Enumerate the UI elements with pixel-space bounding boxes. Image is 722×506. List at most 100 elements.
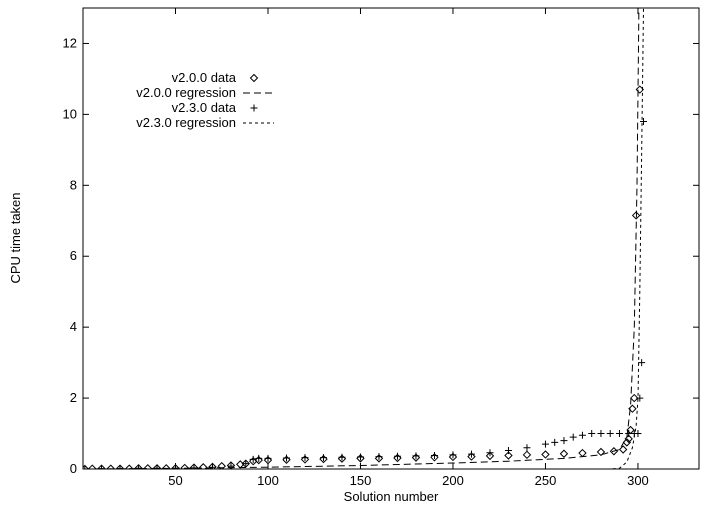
data-point: [264, 454, 272, 462]
data-point: [596, 447, 606, 457]
data-point: [628, 404, 637, 413]
data-point: [208, 462, 217, 469]
data-point: [301, 454, 309, 462]
data-point: [255, 454, 263, 462]
x-tick-label: 100: [257, 473, 279, 488]
data-point: [615, 430, 623, 438]
legend-label: v2.3.0 data: [172, 100, 237, 115]
data-point: [631, 211, 641, 220]
y-axis-label: CPU time taken: [8, 192, 23, 283]
data-point: [626, 425, 635, 435]
data-point: [88, 464, 97, 469]
data-point: [189, 463, 199, 469]
legend-swatch-marker: [250, 104, 258, 112]
data-point: [578, 431, 586, 439]
data-point: [83, 465, 89, 469]
x-tick-label: 200: [442, 473, 464, 488]
legend-entry: v2.0.0 regression: [136, 85, 274, 100]
data-point: [199, 463, 208, 469]
data-point: [560, 437, 568, 445]
data-point: [588, 430, 596, 438]
y-tick-label: 12: [63, 35, 77, 50]
data-point: [171, 464, 179, 469]
data-point: [606, 430, 614, 438]
data-point: [624, 434, 633, 444]
y-tick-label: 6: [70, 248, 77, 263]
data-point: [393, 453, 402, 463]
legend-label: v2.3.0 regression: [136, 115, 236, 130]
data-point: [190, 464, 198, 469]
data-point: [143, 464, 152, 469]
legend-swatch-marker: [249, 73, 259, 83]
data-point: [300, 455, 310, 464]
data-point: [597, 430, 605, 438]
data-point: [319, 454, 327, 462]
axis-ticks: 50 100 150 200 250 300 0 2 4 6 8 10 12: [63, 8, 699, 488]
data-point: [152, 464, 162, 469]
data-point: [171, 464, 180, 469]
data-point: [227, 462, 235, 469]
data-point: [618, 445, 628, 454]
data-point: [153, 464, 161, 469]
data-point: [541, 450, 550, 459]
data-point: [393, 452, 401, 460]
data-point: [411, 453, 421, 462]
data-point: [504, 447, 512, 455]
series-v2-3-0-regression: [84, 8, 644, 469]
data-point: [249, 455, 257, 463]
data-point: [504, 451, 513, 460]
data-point: [578, 448, 587, 458]
x-tick-label: 50: [168, 473, 182, 488]
data-point: [83, 464, 90, 469]
regression-line: [84, 8, 644, 469]
data-point: [640, 117, 648, 125]
data-point: [125, 464, 134, 469]
regression-line: [84, 8, 640, 469]
data-point: [467, 450, 475, 458]
legend-label: v2.0.0 data: [172, 70, 237, 85]
series-layer: [83, 8, 648, 469]
data-point: [541, 440, 549, 448]
data-point: [430, 453, 439, 462]
data-point: [638, 359, 646, 367]
data-point: [412, 452, 420, 460]
y-tick-label: 2: [70, 390, 77, 405]
data-point: [430, 452, 438, 460]
data-point: [486, 449, 494, 457]
legend-entry: v2.3.0 data: [172, 100, 258, 115]
data-point: [569, 433, 577, 441]
data-point: [134, 464, 142, 469]
data-point: [559, 449, 569, 458]
data-point: [180, 463, 189, 469]
legend-entry: v2.3.0 regression: [136, 115, 274, 130]
data-point: [106, 464, 115, 469]
data-point: [449, 451, 457, 459]
data-point: [448, 452, 458, 462]
y-tick-label: 10: [63, 106, 77, 121]
data-point: [551, 438, 559, 446]
data-point: [162, 464, 171, 469]
data-point: [636, 394, 644, 402]
data-point: [523, 444, 531, 452]
data-point: [282, 454, 290, 462]
legend-entry: v2.0.0 data: [172, 70, 259, 85]
x-tick-label: 300: [627, 473, 649, 488]
x-axis-label: Solution number: [344, 489, 439, 504]
data-point: [522, 450, 532, 460]
series-v2-0-0-data: [83, 85, 645, 469]
data-point: [356, 453, 364, 461]
data-point: [242, 460, 250, 468]
x-tick-label: 150: [350, 473, 372, 488]
legend-label: v2.0.0 regression: [136, 85, 236, 100]
data-point: [208, 463, 216, 469]
data-point: [467, 452, 476, 461]
x-tick-label: 250: [535, 473, 557, 488]
data-point: [115, 464, 125, 469]
data-point: [263, 455, 273, 465]
data-point: [97, 464, 106, 469]
y-tick-label: 8: [70, 177, 77, 192]
data-point: [634, 430, 642, 438]
data-point: [630, 393, 639, 403]
